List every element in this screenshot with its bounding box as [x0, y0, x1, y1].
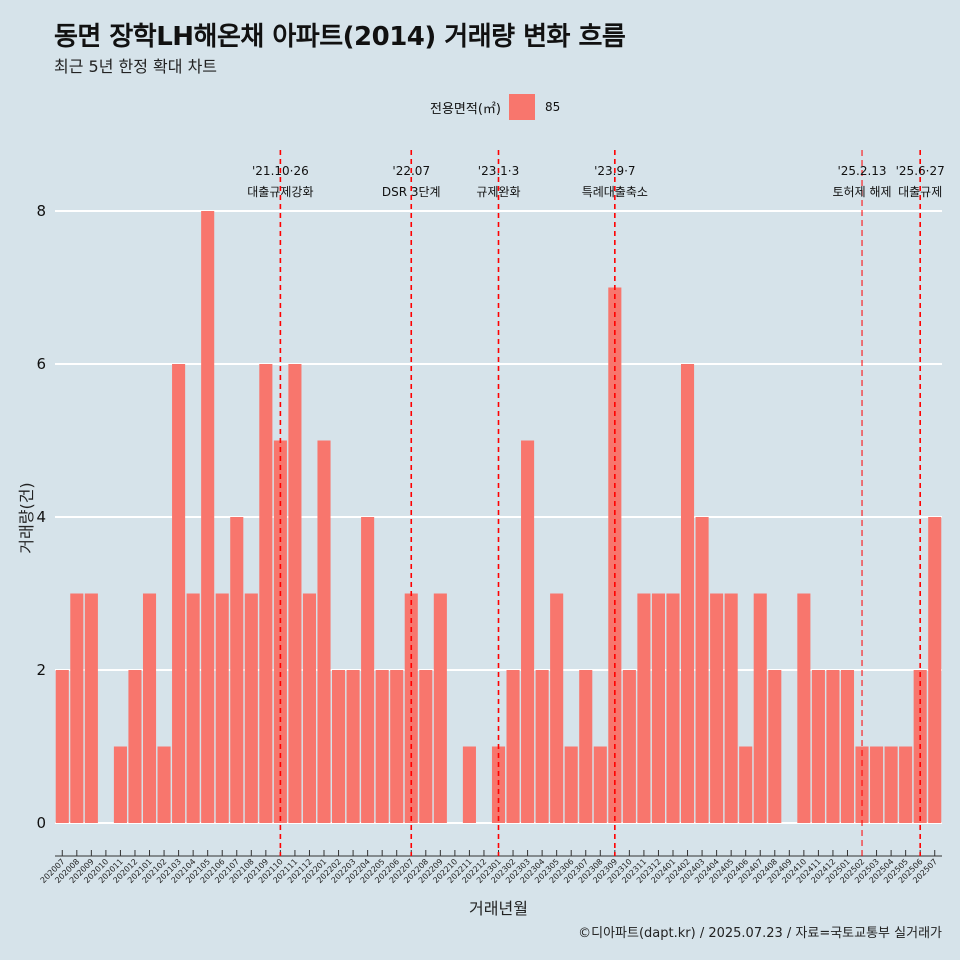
bar	[433, 593, 447, 823]
bar	[535, 670, 549, 823]
legend-swatch	[508, 94, 535, 120]
event-date-label: '23.1·3	[478, 164, 519, 178]
bar	[680, 364, 695, 823]
y-tick-label: 0	[36, 814, 46, 832]
bar	[142, 593, 157, 823]
bar	[768, 670, 782, 823]
bar	[113, 746, 127, 823]
event-date-label: '23.9·7	[594, 164, 635, 178]
event-date-label: '25.2.13	[837, 164, 886, 178]
event-label: DSR 3단계	[382, 185, 441, 199]
y-tick-label: 4	[36, 508, 46, 526]
bar	[666, 593, 680, 823]
bar	[637, 593, 651, 823]
bar	[622, 670, 636, 823]
bar	[390, 670, 404, 823]
bar	[230, 517, 244, 823]
bar	[811, 670, 825, 823]
event-label: 특례대출축소	[582, 185, 648, 199]
bar	[55, 670, 69, 823]
y-axis-title: 거래량(건)	[17, 482, 36, 553]
bar	[288, 364, 302, 823]
bar	[172, 364, 186, 823]
bar	[884, 746, 898, 823]
legend-title: 전용면적(㎡)	[430, 101, 501, 117]
bar	[84, 593, 98, 823]
legend-item-label: 85	[544, 100, 561, 114]
chart-title: 동면 장학LH해온채 아파트(2014) 거래량 변화 흐름	[54, 22, 626, 52]
bar	[201, 211, 215, 823]
bar	[840, 670, 855, 823]
event-date-label: '22.07	[392, 164, 430, 178]
bar	[550, 593, 564, 823]
event-label: 규제완화	[476, 185, 520, 199]
y-tick-label: 8	[36, 202, 46, 220]
bar	[521, 440, 535, 823]
bar	[361, 517, 375, 823]
bar	[928, 517, 942, 823]
bar	[332, 670, 346, 823]
bar	[739, 746, 753, 823]
bar	[346, 670, 360, 823]
bar	[651, 593, 665, 823]
bar	[462, 746, 476, 823]
bar	[593, 746, 607, 823]
bar	[317, 440, 331, 823]
event-date-label: '21.10·26	[252, 164, 309, 178]
bar	[695, 517, 709, 823]
source-caption: ©디아파트(dapt.kr) / 2025.07.23 / 자료=국토교통부 실…	[578, 926, 942, 941]
bar	[564, 746, 578, 823]
bar	[302, 593, 317, 823]
bar	[128, 670, 142, 823]
bar	[375, 670, 389, 823]
y-tick-label: 2	[36, 661, 46, 679]
bar	[826, 670, 840, 823]
x-axis-title: 거래년월	[469, 899, 528, 918]
bar	[259, 364, 273, 823]
bar	[797, 593, 811, 823]
bar	[899, 746, 913, 823]
bar	[215, 593, 229, 823]
event-label: 토허제 해제	[833, 185, 892, 199]
event-date-label: '25.6·27	[896, 164, 945, 178]
bar	[419, 670, 433, 823]
bar	[710, 593, 724, 823]
legend: 전용면적(㎡) 85	[430, 94, 560, 120]
bar	[244, 593, 258, 823]
event-label: 대출규제	[898, 185, 942, 199]
y-tick-label: 6	[36, 355, 46, 373]
bar	[70, 593, 84, 823]
bar	[186, 593, 200, 823]
bar	[870, 746, 884, 823]
bar	[506, 670, 520, 823]
bar	[753, 593, 767, 823]
bar	[579, 670, 593, 823]
bar	[157, 746, 171, 823]
bar	[724, 593, 738, 823]
event-label: 대출규제강화	[247, 185, 313, 199]
chart-subtitle: 최근 5년 한정 확대 차트	[54, 57, 218, 76]
